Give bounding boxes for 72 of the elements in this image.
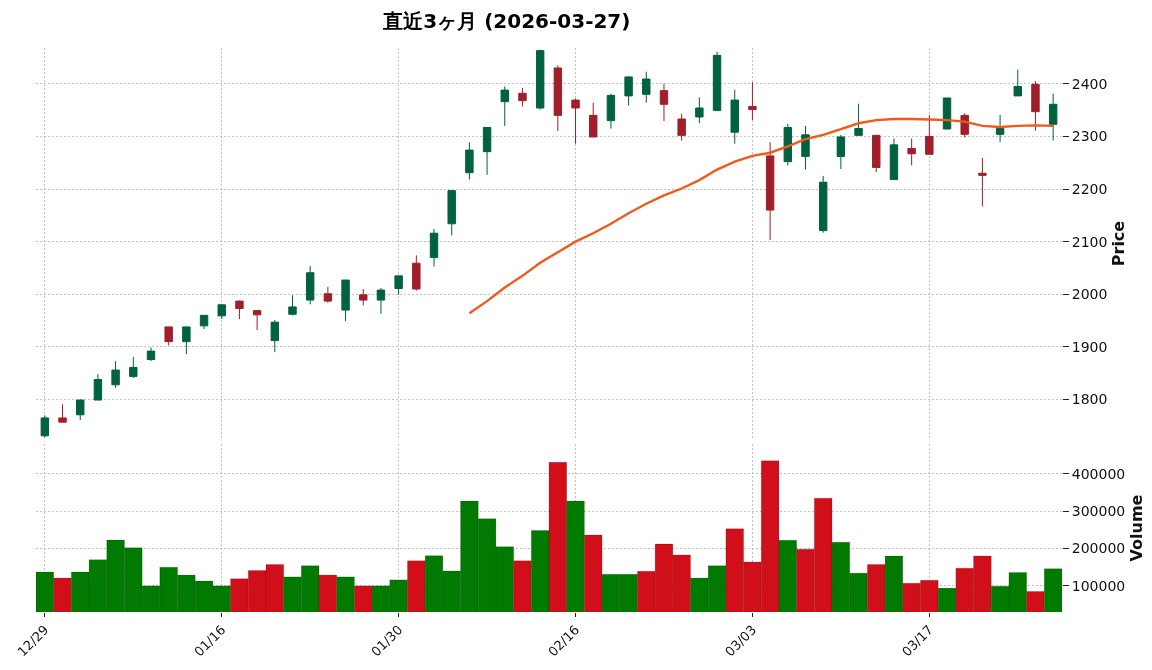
candlestick	[1048, 93, 1058, 142]
candlestick	[765, 141, 775, 241]
candlestick	[164, 326, 173, 346]
candlestick	[872, 134, 881, 173]
candlestick	[942, 97, 952, 130]
y-tick-label: 2200	[1071, 180, 1108, 197]
candlestick	[76, 399, 85, 421]
candlestick	[111, 360, 120, 389]
candlestick	[412, 254, 421, 292]
candlestick	[677, 113, 686, 142]
candlestick	[553, 64, 563, 132]
y-tick-label: 2300	[1071, 128, 1108, 145]
candlestick	[624, 75, 633, 106]
candlestick	[182, 326, 191, 355]
candlestick	[500, 85, 509, 127]
candlestick	[40, 414, 50, 438]
candlestick	[376, 287, 386, 315]
candlestick	[571, 98, 580, 145]
y-tick-label: 100000	[1071, 577, 1126, 594]
candlestick	[642, 71, 651, 104]
candlestick	[730, 89, 739, 145]
candlestick	[341, 279, 350, 322]
candlestick	[978, 157, 987, 207]
candlestick	[589, 102, 598, 138]
y-tick-label: 2400	[1071, 75, 1108, 92]
candlestick	[217, 304, 226, 320]
candlestick	[836, 134, 846, 170]
candlestick	[199, 314, 209, 330]
candlestick	[58, 403, 67, 423]
candlestick	[907, 138, 916, 166]
y-tick-label: 2100	[1071, 233, 1108, 250]
candlestick	[535, 49, 545, 111]
candlestick	[465, 141, 474, 181]
line-series	[468, 117, 1055, 315]
candlestick	[748, 81, 757, 121]
candlestick	[889, 138, 899, 181]
candlestick	[270, 319, 280, 353]
y-tick-label: 400000	[1071, 465, 1126, 482]
y-tick-label: 200000	[1071, 540, 1126, 557]
candlestick	[288, 294, 297, 316]
candlestick	[129, 356, 138, 379]
candlestick	[695, 96, 704, 124]
y-tick-label: 1900	[1071, 338, 1108, 355]
candlestick	[801, 125, 810, 171]
candlestick	[252, 310, 262, 331]
candlestick	[305, 265, 315, 305]
candlestick	[482, 126, 492, 176]
candlestick	[659, 83, 669, 122]
candlestick	[447, 190, 456, 236]
y-tick-label: 2000	[1071, 286, 1108, 303]
y-tick-label: 300000	[1071, 503, 1126, 520]
candlestick	[518, 87, 527, 107]
candlestick	[323, 286, 333, 304]
candlestick	[93, 373, 103, 401]
candlestick	[606, 93, 616, 130]
candlestick	[925, 114, 934, 155]
candlestick	[1013, 69, 1022, 97]
candlestick	[146, 346, 156, 362]
candlestick	[394, 275, 403, 296]
candlestick	[995, 114, 1005, 143]
candlestick	[359, 288, 368, 306]
y-tick-label: 1800	[1071, 391, 1108, 408]
y-axis-title: Volume	[1126, 494, 1146, 562]
candlestick	[854, 103, 863, 136]
candlestick	[1031, 80, 1040, 132]
candlestick	[712, 51, 722, 112]
y-axis-title: Price	[1109, 220, 1129, 267]
candlestick	[783, 123, 793, 166]
candlestick	[429, 228, 439, 267]
candlestick	[235, 300, 244, 320]
candlestick	[818, 175, 828, 234]
chart-title: 直近3ヶ月 (2026-03-27)	[382, 9, 631, 33]
